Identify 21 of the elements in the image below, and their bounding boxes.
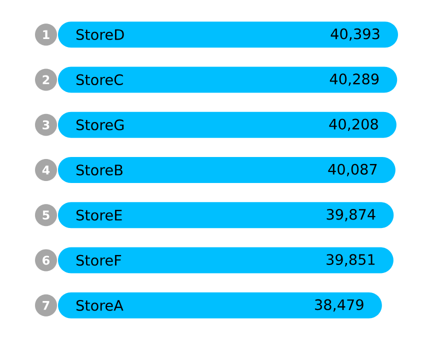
data-label: 39,874 (326, 208, 376, 222)
data-label: 40,208 (329, 118, 378, 132)
text: 7 (42, 301, 50, 310)
text: 1 (43, 30, 50, 39)
text: 3 (42, 120, 50, 130)
data-label: 38,479 (315, 299, 364, 312)
text: 2 (42, 75, 50, 84)
data-label: 40,087 (328, 164, 377, 176)
data-label: 39,851 (326, 254, 375, 266)
text: 4 (42, 166, 50, 174)
y-tick-label: StoreF (76, 254, 122, 266)
data-label: 40,393 (330, 28, 380, 41)
y-tick-label: StoreA (76, 300, 124, 311)
y-tick-label: StoreB (76, 164, 122, 176)
text: 5 (42, 210, 50, 220)
text: 6 (42, 256, 50, 265)
data-label: 40,289 (330, 74, 379, 86)
y-tick-label: StoreD (76, 29, 124, 40)
y-tick-label: StoreE (76, 210, 122, 221)
y-tick-label: StoreG (76, 119, 124, 130)
y-tick-label: StoreC (76, 74, 123, 86)
